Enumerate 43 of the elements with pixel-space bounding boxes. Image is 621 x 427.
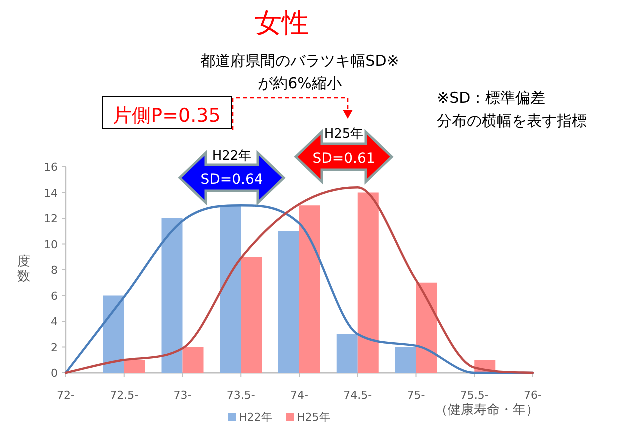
chart-title: 女性 [255, 8, 309, 39]
legend-label: H22年 [239, 411, 272, 424]
x-tick-label: 74.5- [344, 389, 372, 402]
legend-label: H25年 [297, 411, 330, 424]
y-tick-label: 12 [44, 212, 58, 226]
annotation: SD=0.64 [200, 172, 264, 188]
bar [124, 360, 146, 373]
text: H25年 [324, 127, 364, 142]
bar [336, 334, 358, 373]
bar [162, 218, 183, 373]
y-axis-title: 度数 [18, 254, 30, 284]
y-tick-label: 16 [44, 161, 58, 174]
x-tick-label: 72- [57, 389, 76, 402]
bar [220, 206, 242, 373]
annotation: SD=0.61 [312, 151, 376, 167]
y-tick-label: 6 [51, 290, 58, 303]
bar [103, 296, 124, 373]
y-tick-label: 10 [44, 238, 58, 252]
x-axis-title: （健康寿命・年） [435, 403, 539, 418]
bar [241, 257, 262, 373]
bar [300, 206, 320, 373]
text: 分布の横幅を表す指標 [437, 112, 587, 130]
x-tick-label: 74- [290, 389, 309, 402]
x-tick-label: 75- [407, 389, 426, 402]
bar [395, 347, 416, 373]
text: H22年 [212, 149, 252, 164]
text: 都道府県間のバラツキ幅SD※ が約6%縮小 [200, 52, 400, 92]
bar [182, 347, 204, 373]
x-tick-label: 73- [174, 389, 192, 402]
y-tick-label: 8 [51, 264, 58, 277]
bar [358, 192, 379, 373]
y-tick-label: 4 [51, 316, 58, 328]
y-tick-label: 2 [51, 341, 58, 354]
bar [416, 282, 438, 373]
x-tick-label: 73.5- [226, 389, 256, 402]
x-tick-label: 76- [524, 389, 542, 402]
bar [278, 231, 300, 373]
x-tick-label: 72.5- [110, 389, 139, 402]
y-tick-label: 14 [44, 186, 58, 200]
y-tick-label: 0 [51, 367, 58, 380]
text: 片側P=0.35 [113, 105, 221, 127]
x-tick-label: 75.5- [460, 389, 489, 402]
text: ※SD：標準偏差 [437, 89, 546, 107]
